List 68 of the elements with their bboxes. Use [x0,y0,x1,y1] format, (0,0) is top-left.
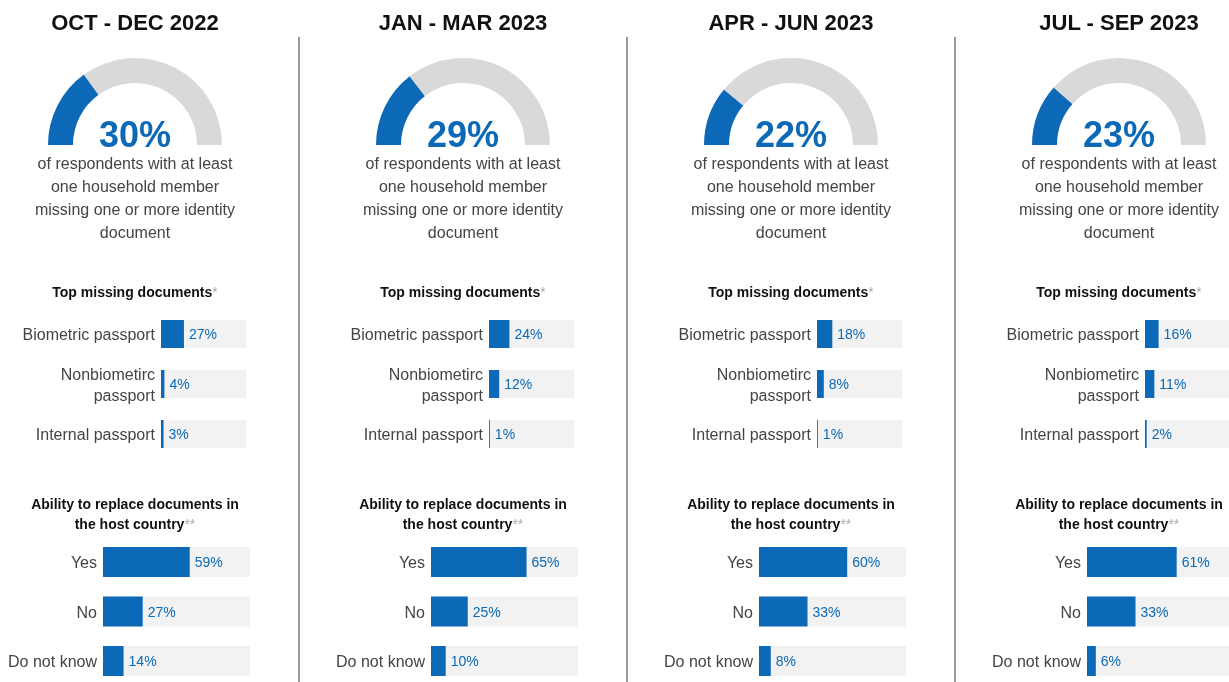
y-tick-label: Yes [1054,554,1081,571]
data-label: 33% [1140,603,1169,620]
data-label: 10% [450,653,479,669]
y-tick-label: Biometric passport [1006,326,1140,343]
y-tick-label: No [732,603,754,621]
chart-title: Ability to replace documents in the host country** [687,496,895,533]
y-tick-label: Internal passport [363,426,484,443]
y-tick-label: Do not know [664,653,754,670]
data-label: 1% [494,426,516,442]
chart-title: APR - JUN 2023 [708,10,874,35]
y-tick-label: Biometric passport [22,326,156,343]
y-tick-label: No [1060,603,1082,621]
chart-title: Ability to replace documents in the host country** [1015,496,1223,533]
data-label: 18% [837,326,866,342]
chart-title: Top missing documents* [1036,284,1203,300]
y-tick-label: Nonbiometirc passport [716,365,812,404]
text: of respondents with at least one household member missing one or more identity document [1018,155,1220,241]
chart-title: JAN - MAR 2023 [378,10,548,35]
y-tick-label: Internal passport [691,426,812,443]
chart-title: OCT - DEC 2022 [51,10,219,35]
data-label: 59% [194,554,223,570]
data-label: 12% [504,376,533,392]
data-label: 3% [168,426,189,442]
text: of respondents with at least one household member missing one or more identity document [34,155,236,241]
y-tick-label: Nonbiometirc passport [1044,365,1140,404]
data-label: 24% [514,326,543,342]
chart-title: Top missing documents* [52,284,219,300]
chart-title: Top missing documents* [380,284,547,300]
data-label: 27% [188,326,217,342]
data-label: 61% [1181,554,1210,570]
data-label: 1% [822,426,844,442]
text: 30% [98,114,172,155]
data-label: 8% [828,376,850,392]
y-tick-label: Do not know [992,653,1082,670]
y-tick-label: Yes [726,554,753,571]
data-label: 2% [1151,426,1172,442]
text: of respondents with at least one household member missing one or more identity document [690,155,892,241]
data-label: 11% [1159,376,1187,392]
data-label: 4% [169,376,190,392]
data-label: 25% [472,603,501,620]
y-tick-label: Biometric passport [678,326,812,343]
data-label: 27% [147,603,176,620]
chart-title: Ability to replace documents in the host country** [31,496,239,533]
data-label: 14% [128,653,157,669]
data-label: 8% [775,653,796,669]
chart-title: Ability to replace documents in the host country** [359,496,567,533]
y-tick-label: Biometric passport [350,326,484,343]
data-label: 6% [1100,653,1122,669]
y-tick-label: No [404,603,426,621]
chart-title: Top missing documents* [708,284,875,300]
y-tick-label: Do not know [336,653,426,670]
y-tick-label: Nonbiometirc passport [388,365,484,404]
text: 23% [1082,114,1156,155]
chart-title: JUL - SEP 2023 [1039,10,1199,35]
text: 29% [426,114,500,155]
y-tick-label: Yes [398,554,425,571]
y-tick-label: No [76,603,98,621]
text: 22% [754,114,828,155]
data-label: 60% [852,554,881,570]
y-tick-label: Internal passport [35,426,156,443]
data-label: 65% [531,554,560,570]
y-tick-label: Yes [70,554,97,571]
data-label: 33% [812,603,841,620]
data-label: 16% [1163,326,1192,342]
text: of respondents with at least one household member missing one or more identity document [362,155,564,241]
y-tick-label: Nonbiometirc passport [60,365,156,404]
y-tick-label: Internal passport [1019,426,1140,443]
y-tick-label: Do not know [8,653,98,670]
